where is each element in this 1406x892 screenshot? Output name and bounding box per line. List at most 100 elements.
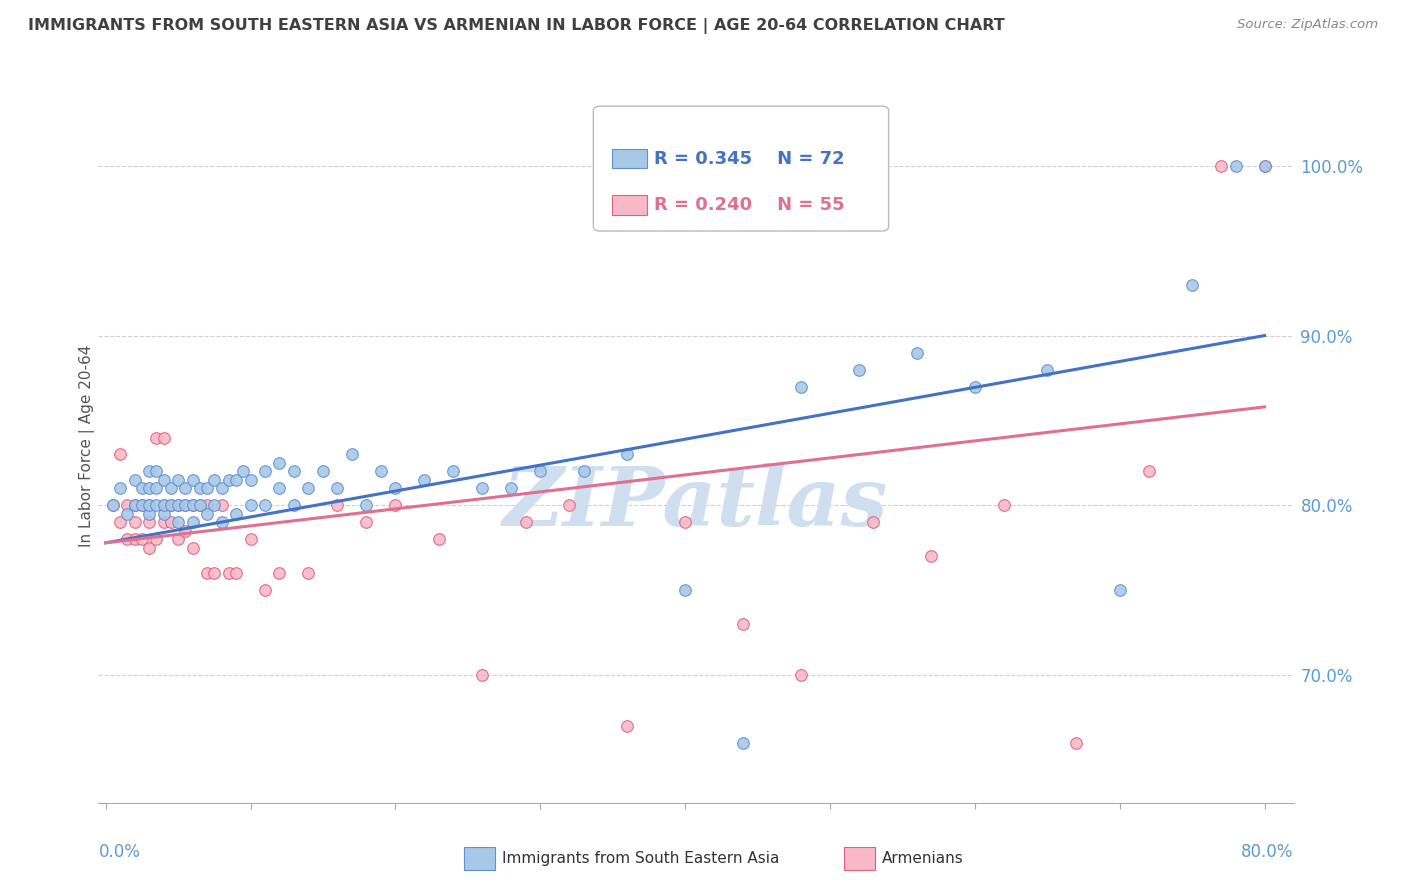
Point <box>269 566 291 581</box>
Point <box>1181 277 1204 292</box>
Text: IMMIGRANTS FROM SOUTH EASTERN ASIA VS ARMENIAN IN LABOR FORCE | AGE 20-64 CORREL: IMMIGRANTS FROM SOUTH EASTERN ASIA VS AR… <box>28 18 1005 34</box>
Point <box>160 499 183 513</box>
Point <box>529 465 551 479</box>
Point <box>181 541 204 555</box>
Point <box>225 507 247 521</box>
Point <box>232 465 254 479</box>
Point <box>138 507 160 521</box>
Point <box>1064 736 1087 750</box>
Point <box>848 362 870 376</box>
Point <box>211 482 233 496</box>
Point <box>253 465 276 479</box>
Point <box>218 566 240 581</box>
Point <box>124 499 146 513</box>
Point <box>356 499 378 513</box>
Point <box>920 549 942 564</box>
Point <box>167 516 190 530</box>
Point <box>283 465 305 479</box>
Point <box>239 473 262 487</box>
Point <box>225 566 247 581</box>
Point <box>993 499 1015 513</box>
Point <box>145 533 167 547</box>
Point <box>1209 159 1232 173</box>
Point <box>145 499 167 513</box>
Point <box>326 482 349 496</box>
Point <box>195 482 218 496</box>
Point <box>312 465 335 479</box>
Point <box>202 566 225 581</box>
Point <box>131 499 153 513</box>
Point <box>616 719 638 733</box>
Point <box>211 516 233 530</box>
Point <box>790 379 813 393</box>
Point <box>188 499 211 513</box>
Point <box>558 499 581 513</box>
Point <box>188 499 211 513</box>
Point <box>145 465 167 479</box>
Text: Armenians: Armenians <box>882 852 963 866</box>
Point <box>384 482 406 496</box>
Point <box>131 499 153 513</box>
Point <box>202 499 225 513</box>
Text: Immigrants from South Eastern Asia: Immigrants from South Eastern Asia <box>502 852 779 866</box>
Point <box>117 533 139 547</box>
Point <box>1253 159 1275 173</box>
Point <box>124 516 146 530</box>
Point <box>1108 583 1130 598</box>
Point <box>124 533 146 547</box>
Point <box>326 499 349 513</box>
Point <box>297 482 319 496</box>
Point <box>117 507 139 521</box>
Point <box>167 499 190 513</box>
Point <box>124 473 146 487</box>
Point <box>138 541 160 555</box>
Point <box>152 499 174 513</box>
Point <box>340 448 363 462</box>
Point <box>160 482 183 496</box>
Point <box>471 482 494 496</box>
Point <box>616 448 638 462</box>
Point <box>152 499 174 513</box>
Point <box>174 482 197 496</box>
Point <box>160 516 183 530</box>
Point <box>160 499 183 513</box>
Point <box>731 736 754 750</box>
Point <box>152 430 174 444</box>
Point <box>152 507 174 521</box>
Point <box>108 448 131 462</box>
Point <box>181 516 204 530</box>
Point <box>117 499 139 513</box>
Point <box>731 617 754 632</box>
Point <box>384 499 406 513</box>
Text: Source: ZipAtlas.com: Source: ZipAtlas.com <box>1237 18 1378 31</box>
Point <box>225 473 247 487</box>
Point <box>108 482 131 496</box>
Point <box>239 533 262 547</box>
Point <box>145 430 167 444</box>
Text: ZIPatlas: ZIPatlas <box>503 463 889 543</box>
Point <box>790 668 813 682</box>
Point <box>174 524 197 538</box>
Point <box>167 533 190 547</box>
Point <box>195 507 218 521</box>
Point <box>138 499 160 513</box>
Point <box>131 482 153 496</box>
Point <box>1225 159 1247 173</box>
Point <box>356 516 378 530</box>
Point <box>101 499 124 513</box>
Point <box>195 499 218 513</box>
Point <box>167 473 190 487</box>
Point <box>174 499 197 513</box>
Point <box>101 499 124 513</box>
Point <box>673 516 696 530</box>
Point <box>283 499 305 513</box>
Point <box>181 499 204 513</box>
Point <box>181 499 204 513</box>
Point <box>131 533 153 547</box>
Point <box>108 516 131 530</box>
Point <box>427 533 450 547</box>
Point <box>202 473 225 487</box>
Text: 0.0%: 0.0% <box>98 843 141 861</box>
Point <box>152 473 174 487</box>
Point <box>963 379 986 393</box>
